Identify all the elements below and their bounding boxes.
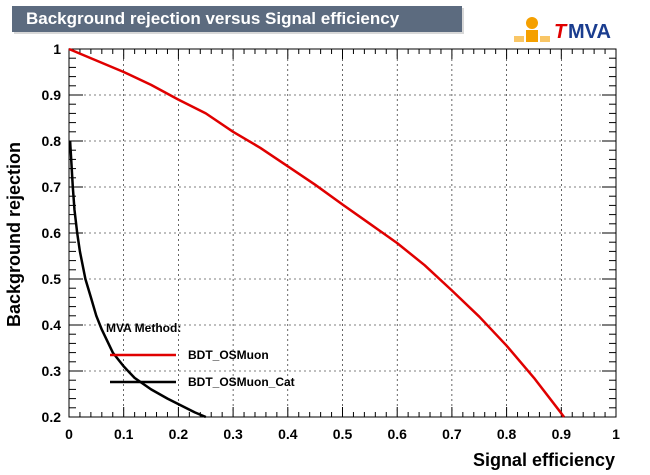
logo-prefix: T	[554, 21, 568, 43]
x-tick-label: 0.2	[169, 426, 189, 442]
x-tick-label: 0.6	[387, 426, 407, 442]
y-tick-label: 0.5	[42, 271, 62, 287]
x-axis-title: Signal efficiency	[473, 450, 615, 470]
x-tick-label: 0.5	[333, 426, 353, 442]
x-tick-label: 0.1	[114, 426, 134, 442]
grid-lines	[69, 49, 616, 417]
x-tick-label: 0	[65, 426, 73, 442]
x-tick-label: 0.8	[497, 426, 517, 442]
logo-text: MVA	[568, 21, 611, 43]
series-line-BDT_OSMuon_Cat	[68, 140, 207, 419]
x-tick-label: 0.7	[442, 426, 462, 442]
axis-ticks	[68, 48, 617, 418]
x-tick-label: 0.3	[223, 426, 243, 442]
y-axis-title: Background rejection	[4, 142, 24, 327]
legend-header: MVA Method:	[106, 321, 181, 335]
tick-labels: 0 0.1 0.2 0.3 0.4 0.5 0.6 0.7 0.8 0.9 1 0.2 0.3 0.4 0.…	[42, 41, 621, 442]
y-tick-label: 0.6	[42, 225, 62, 241]
legend: MVA Method: BDT_OSMuon BDT_OSMuon_Cat	[106, 321, 295, 389]
y-tick-label: 0.4	[42, 317, 62, 333]
y-tick-label: 0.2	[42, 409, 62, 425]
y-tick-label: 0.8	[42, 133, 62, 149]
legend-label-BDT_OSMuon_Cat: BDT_OSMuon_Cat	[188, 375, 295, 389]
series-lines	[68, 47, 566, 419]
y-tick-label: 0.3	[42, 363, 62, 379]
series-line-BDT_OSMuon	[68, 47, 566, 418]
legend-label-BDT_OSMuon: BDT_OSMuon	[188, 348, 269, 362]
y-tick-label: 0.9	[42, 87, 62, 103]
x-tick-label: 1	[612, 426, 620, 442]
tmva-logo-icon: T MVA	[514, 17, 611, 43]
y-tick-label: 1	[53, 41, 61, 57]
x-tick-label: 0.4	[278, 426, 298, 442]
chart-title: Background rejection versus Signal effic…	[12, 6, 462, 32]
x-tick-label: 0.9	[552, 426, 572, 442]
y-tick-label: 0.7	[42, 179, 62, 195]
